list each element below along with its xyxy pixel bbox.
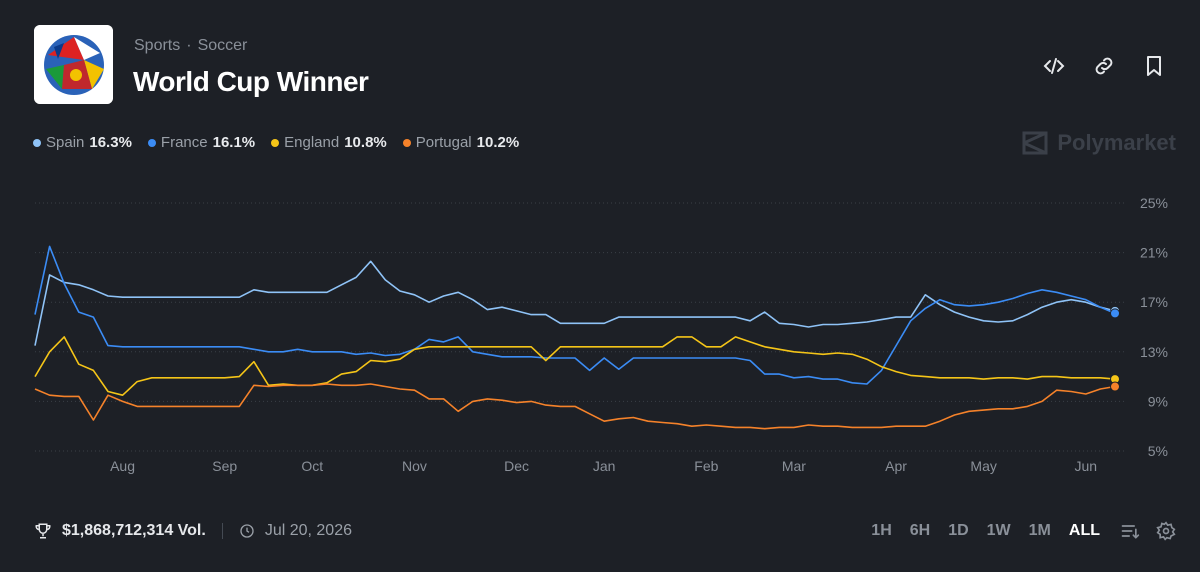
- y-tick-label: 21%: [1140, 245, 1168, 261]
- y-tick-label: 9%: [1148, 393, 1168, 409]
- range-button[interactable]: 1W: [986, 522, 1011, 539]
- y-tick-label: 13%: [1140, 344, 1168, 360]
- legend: Spain 16.3% France 16.1% England 10.8% Portuga…: [33, 134, 519, 151]
- brand-name: Polymarket: [1057, 130, 1176, 155]
- chart-tools: [1120, 521, 1176, 541]
- divider: [221, 523, 223, 539]
- end-point: [1110, 381, 1120, 392]
- subcategory-link[interactable]: Soccer: [197, 37, 248, 54]
- series-line: [34, 383, 1116, 430]
- range-button[interactable]: 1D: [948, 522, 969, 539]
- legend-item: England 10.8%: [271, 134, 387, 151]
- trophy-icon: [35, 523, 51, 539]
- category-link[interactable]: Sports: [134, 37, 181, 54]
- series-line: [34, 260, 1116, 346]
- volume: $1,868,712,314 Vol.: [62, 522, 206, 539]
- legend-item: Spain 16.3%: [33, 134, 132, 151]
- series-line: [34, 245, 1116, 385]
- settings-button[interactable]: [1156, 521, 1176, 541]
- x-tick-label: Dec: [504, 458, 529, 474]
- brand-watermark: Polymarket: [1021, 130, 1176, 156]
- legend-value: 10.2%: [476, 134, 520, 151]
- time-range-selector: 1H 6H 1D 1W 1M ALL: [871, 522, 1100, 540]
- header-actions: [1042, 54, 1166, 78]
- x-tick-label: Aug: [110, 458, 135, 474]
- x-tick-label: Feb: [694, 458, 718, 474]
- x-tick-label: Jun: [1075, 458, 1098, 474]
- bookmark-button[interactable]: [1142, 54, 1166, 78]
- legend-dot: [33, 138, 41, 147]
- y-tick-label: 25%: [1140, 195, 1168, 211]
- x-tick-label: Mar: [782, 458, 806, 474]
- legend-dot: [271, 138, 280, 147]
- range-button[interactable]: 1H: [871, 522, 892, 539]
- separator: ·: [186, 37, 192, 54]
- range-button[interactable]: 6H: [909, 522, 931, 539]
- end-date: Jul 20, 2026: [264, 522, 352, 539]
- x-tick-label: Apr: [885, 458, 907, 474]
- market-info: $1,868,712,314 Vol. Jul 20, 2026: [34, 522, 352, 540]
- embed-button[interactable]: [1042, 54, 1066, 78]
- legend-name: France: [160, 134, 208, 151]
- legend-dot: [402, 138, 411, 147]
- list-button[interactable]: [1120, 521, 1140, 541]
- legend-dot: [147, 138, 156, 147]
- clock-icon: [240, 524, 254, 538]
- series-line: [34, 336, 1116, 396]
- link-button[interactable]: [1092, 54, 1116, 78]
- legend-item: Portugal 10.2%: [402, 134, 520, 151]
- y-tick-label: 5%: [1148, 443, 1168, 459]
- x-tick-label: Oct: [301, 458, 323, 474]
- range-button[interactable]: 1M: [1028, 522, 1051, 539]
- legend-value: 10.8%: [344, 134, 387, 151]
- x-tick-label: Sep: [212, 458, 237, 474]
- legend-value: 16.1%: [212, 134, 256, 151]
- legend-name: England: [284, 134, 340, 151]
- x-tick-label: Jan: [593, 458, 616, 474]
- market-logo: [34, 25, 113, 104]
- y-tick-label: 17%: [1140, 294, 1168, 310]
- range-button[interactable]: ALL: [1068, 522, 1100, 539]
- x-tick-label: May: [970, 458, 996, 474]
- legend-value: 16.3%: [89, 134, 132, 151]
- legend-item: France 16.1%: [147, 134, 256, 151]
- legend-name: Spain: [46, 134, 85, 151]
- brand-icon: [1022, 131, 1048, 155]
- market-title: World Cup Winner: [133, 66, 369, 97]
- end-point: [1110, 308, 1120, 319]
- breadcrumb: Sports · Soccer: [134, 37, 253, 55]
- x-tick-label: Nov: [402, 458, 427, 474]
- legend-name: Portugal: [415, 134, 472, 151]
- chart: 5% 9% 13% 17% 21% 25% Aug Sep Oct Nov Dec Jan Feb Mar…: [34, 195, 1168, 474]
